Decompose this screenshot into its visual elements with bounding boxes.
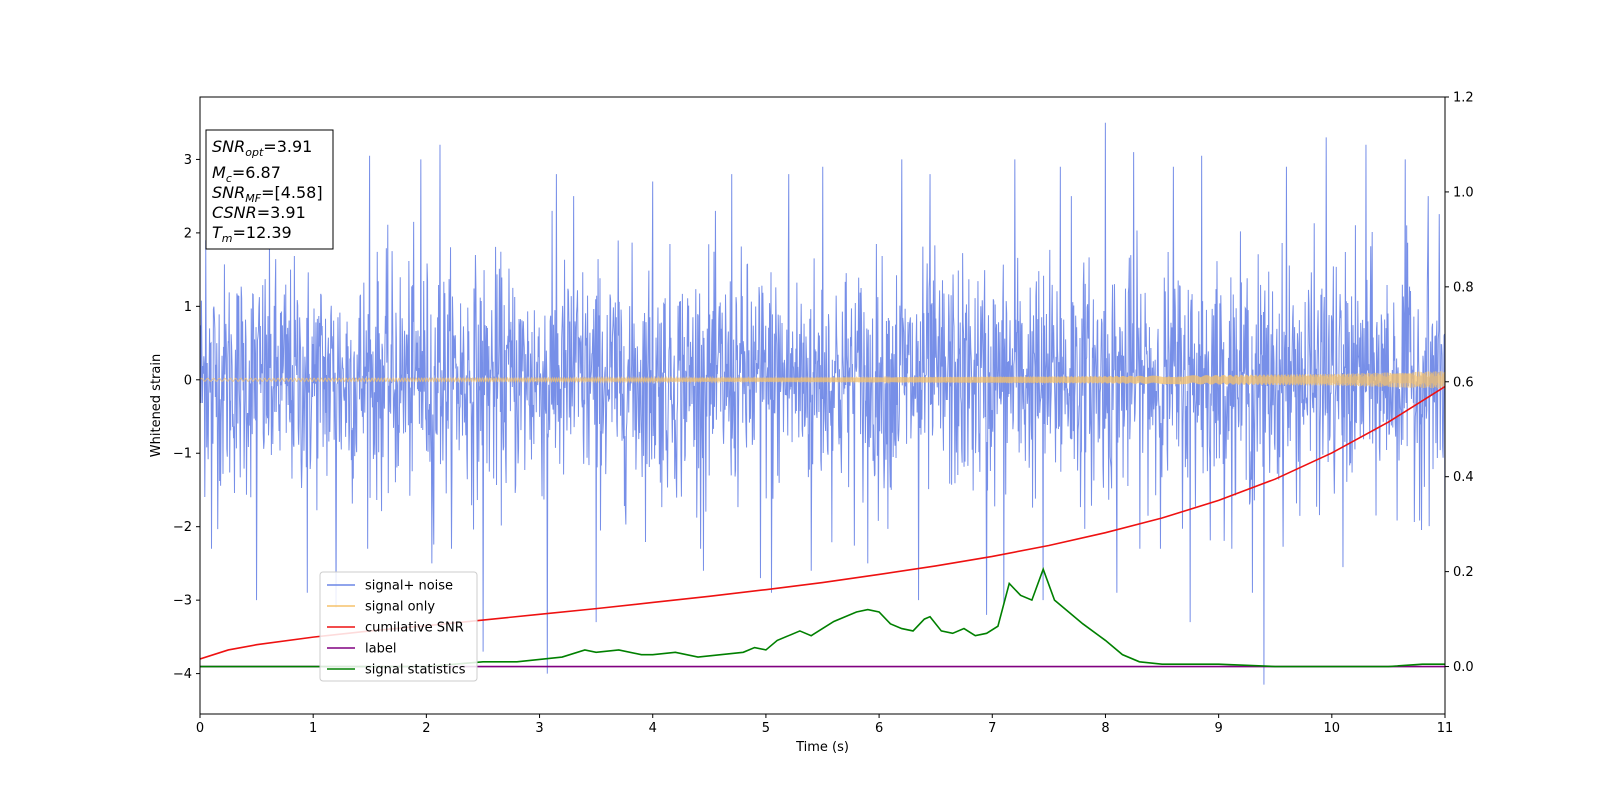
x-axis-label: Time (s) <box>795 740 849 755</box>
legend-label: signal+ noise <box>365 579 453 594</box>
x-tick-label: 1 <box>309 721 317 736</box>
x-tick-label: 10 <box>1324 721 1341 736</box>
axes-frame <box>199 96 1446 715</box>
x-tick-label: 8 <box>1101 721 1109 736</box>
info-box-frame <box>205 129 334 250</box>
axes: 0 1 2 3 4 5 6 7 8 9 10 113210−1−2−3−41.21.00.80.60.… <box>173 91 1474 737</box>
legend: signal+ noise signal only cumilative SNR la… <box>319 571 478 682</box>
legend-label: signal statistics <box>365 663 466 678</box>
y-left-tick-label: 1 <box>184 300 192 315</box>
info-tm: Tm=12.39 <box>212 223 292 245</box>
x-tick-label: 7 <box>988 721 996 736</box>
y-axis-label: Whitened strain <box>149 354 164 457</box>
x-tick-label: 0 <box>196 721 204 736</box>
y-left-tick-label: −3 <box>173 594 192 609</box>
y-left-tick-label: 2 <box>184 226 192 241</box>
x-tick-label: 4 <box>649 721 657 736</box>
info-snr-opt: SNRopt=3.91 <box>212 137 312 159</box>
y-left-tick-label: −2 <box>173 520 192 535</box>
legend-label: signal only <box>365 600 435 615</box>
y-right-tick-label: 0.8 <box>1453 280 1474 295</box>
legend-label: cumilative SNR <box>365 621 464 636</box>
x-tick-label: 5 <box>762 721 770 736</box>
y-right-tick-label: 1.2 <box>1453 91 1474 106</box>
info-box: SNRopt=3.91 Mc=6.87 SNRMF=[4.58] CSNR=3.… <box>205 129 334 250</box>
info-csnr: CSNR=3.91 <box>212 203 306 222</box>
info-mc: Mc=6.87 <box>212 163 281 185</box>
x-tick-label: 3 <box>535 721 543 736</box>
x-tick-label: 11 <box>1437 721 1454 736</box>
x-tick-label: 2 <box>422 721 430 736</box>
series-signal-noise <box>200 122 1445 685</box>
y-left-tick-label: 0 <box>184 373 192 388</box>
y-right-tick-label: 1.0 <box>1453 185 1474 200</box>
info-snr-mf: SNRMF=[4.58] <box>212 183 323 205</box>
y-left-tick-label: −4 <box>173 667 192 682</box>
legend-frame <box>319 571 478 682</box>
y-right-tick-label: 0.4 <box>1453 470 1474 485</box>
y-right-tick-label: 0.2 <box>1453 565 1474 580</box>
y-left-tick-label: 3 <box>184 153 192 168</box>
y-left-tick-label: −1 <box>173 447 192 462</box>
x-tick-label: 9 <box>1214 721 1222 736</box>
series-signal-only <box>200 371 1445 389</box>
legend-label: label <box>365 642 396 657</box>
y-right-tick-label: 0.6 <box>1453 375 1474 390</box>
x-tick-label: 6 <box>875 721 883 736</box>
y-right-tick-label: 0.0 <box>1453 660 1474 675</box>
series-signal-statistics <box>200 566 1445 668</box>
